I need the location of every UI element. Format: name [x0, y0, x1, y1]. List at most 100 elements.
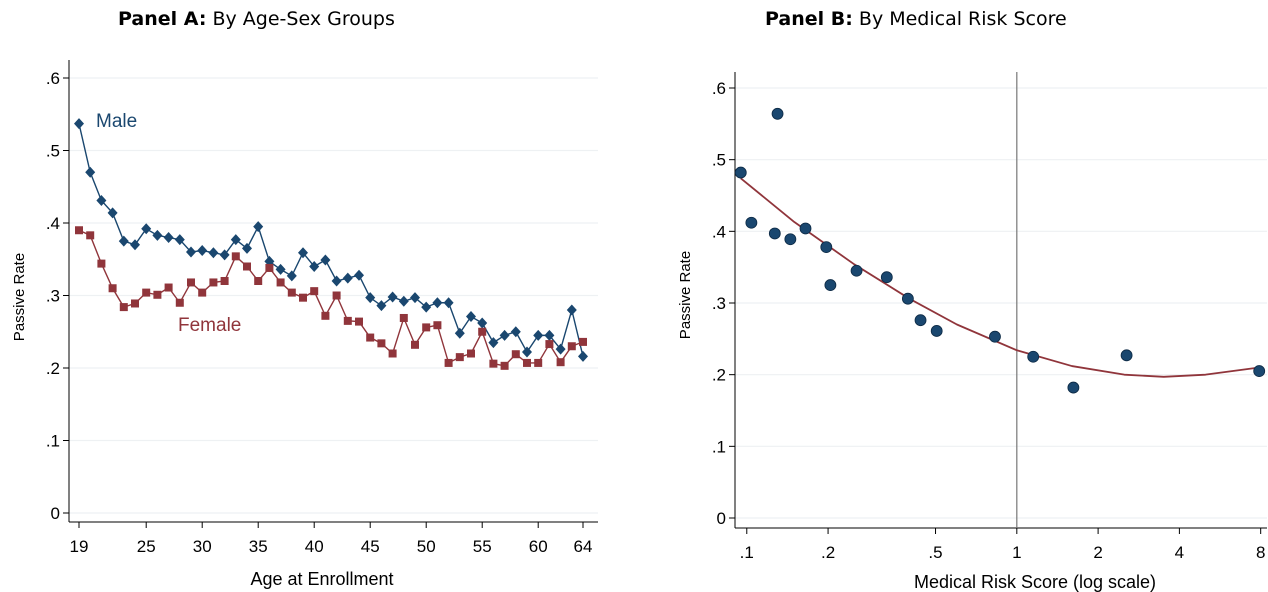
- panel-a-x-tick-label: 55: [473, 537, 492, 556]
- panel-b-point: [850, 264, 863, 277]
- panel-b-point: [880, 271, 893, 284]
- panel-a-female-point: [511, 350, 520, 359]
- panel-a-male-point: [510, 326, 521, 338]
- panel-a-female-point: [86, 231, 95, 240]
- panel-a-female-point: [579, 337, 587, 346]
- panel-b-point: [1120, 349, 1133, 362]
- panel-a-y-tick-label: .6: [46, 69, 60, 88]
- panel-a-male-point: [555, 343, 566, 355]
- panel-a-female-point: [287, 288, 296, 297]
- panel-a-female-point: [556, 358, 565, 367]
- panel-a-male-point: [163, 232, 174, 243]
- panel-b-x-tick-label: .2: [821, 543, 835, 562]
- panel-a-y-tick-label: 0: [51, 504, 60, 523]
- panel-a-female-point: [388, 349, 397, 358]
- panel-b-point: [768, 227, 781, 240]
- panel-a-x-tick-label: 60: [529, 537, 548, 556]
- panel-a-female-point: [299, 293, 307, 302]
- panel-a-female-point: [489, 359, 498, 368]
- panel-b-point: [824, 279, 837, 291]
- panel-a-male-point: [174, 234, 185, 246]
- panel-a-female-point: [175, 298, 184, 307]
- panel-a-male-point: [566, 304, 577, 316]
- panel-b-point: [745, 216, 758, 229]
- panel-a-male-point: [208, 247, 219, 259]
- panel-a-female-point: [422, 323, 431, 332]
- panel-a-female-point: [254, 277, 263, 285]
- panel-a-female-point: [310, 287, 319, 296]
- panel-b-point: [989, 330, 1001, 343]
- panel-b-points: [734, 107, 1266, 394]
- panel-b-point: [734, 166, 747, 179]
- panel-a-female-point: [119, 303, 128, 312]
- panel-a-female-point: [411, 340, 419, 349]
- panel-a-male-point: [152, 229, 163, 241]
- panel-b-fit: [740, 177, 1260, 378]
- panel-b-y-tick-label: .6: [712, 79, 726, 98]
- panel-a-male-point: [197, 245, 208, 257]
- panel-a-male-point: [286, 270, 297, 282]
- panel-a-female-point: [108, 284, 117, 293]
- panel-a-male-point: [578, 350, 588, 362]
- panel-a-female-point: [467, 349, 475, 358]
- panel-b-x-tick-label: .1: [740, 543, 754, 562]
- panel-a-male-point: [275, 263, 286, 275]
- panel-b-fit-curve: [740, 177, 1260, 378]
- panel-a-y-tick-label: .3: [46, 287, 60, 306]
- panel-a-female-point: [545, 340, 554, 349]
- panel-a-female-point: [500, 361, 509, 370]
- panel-b-x-axis-label: Medical Risk Score (log scale): [914, 572, 1156, 592]
- panel-a-male-point: [85, 166, 96, 178]
- panel-a-female-point: [321, 311, 330, 320]
- panel-a-male-point: [331, 275, 342, 287]
- panel-a-female-point: [455, 353, 464, 362]
- panel-a-title-text: By Age-Sex Groups: [212, 8, 395, 30]
- panel-b-point: [771, 107, 784, 120]
- panel-a-female-point: [198, 288, 207, 297]
- panel-a-female-point: [332, 291, 341, 300]
- panel-a-y-tick-label: .4: [46, 214, 60, 233]
- panel-a-male-point: [107, 207, 118, 219]
- panel-b-x-tick-label: 1: [1012, 543, 1021, 562]
- panel-b-grid: [735, 87, 1267, 519]
- panel-a-x-tick-label: 40: [305, 537, 324, 556]
- panel-a-female-line: [78, 229, 584, 367]
- panel-a-male-point: [522, 346, 532, 358]
- panel-b-y-tick-label: .2: [712, 366, 726, 385]
- panel-b-x-tick-label: 2: [1093, 543, 1102, 562]
- panel-a-y-tick-label: .5: [46, 142, 60, 161]
- panel-a-female-point: [377, 339, 386, 348]
- panel-a-male-point: [298, 247, 308, 259]
- panel-a-male-point: [186, 246, 196, 258]
- panel-a-x-axis-label: Age at Enrollment: [250, 569, 393, 589]
- panel-b-y-tick-label: .5: [712, 151, 726, 170]
- panel-a-male-point: [454, 327, 465, 339]
- panel-a-male-point: [488, 337, 499, 349]
- panel-a-x-tick-label: 35: [249, 537, 268, 556]
- panel-a-female-point: [355, 317, 363, 326]
- panel-a-female-point: [343, 316, 352, 325]
- panel-b-title: Panel B: By Medical Risk Score: [765, 8, 1067, 30]
- panel-a-male-point: [443, 297, 454, 309]
- panel-a-male-point: [242, 242, 252, 254]
- panel-b-point: [1067, 381, 1080, 394]
- panel-a-male-point: [376, 300, 387, 312]
- panel-b-x-tick-label: 4: [1175, 543, 1184, 562]
- panel-a-female-point: [433, 321, 442, 330]
- panel-a-female-point: [187, 278, 195, 287]
- panel-a-y-tick-label: .1: [46, 432, 60, 451]
- panel-a-female-point: [153, 290, 162, 299]
- panel-a-female-point: [276, 278, 285, 287]
- panel-a-female-point: [567, 342, 576, 351]
- panel-b-point: [930, 325, 943, 337]
- panel-a-x-tick-label: 45: [361, 537, 380, 556]
- panel-b-title-text: By Medical Risk Score: [858, 8, 1067, 30]
- panel-a-x-tick-label: 25: [137, 537, 156, 556]
- panel-a-female-point: [444, 358, 453, 367]
- panel-b-point: [820, 241, 833, 254]
- panel-a-male-point: [466, 311, 476, 323]
- panel-a-male-point: [74, 118, 84, 130]
- panel-a-y-tick-label: .2: [46, 359, 60, 378]
- panel-a-male-point: [432, 297, 443, 309]
- panel-a-male-label: Male: [96, 111, 137, 132]
